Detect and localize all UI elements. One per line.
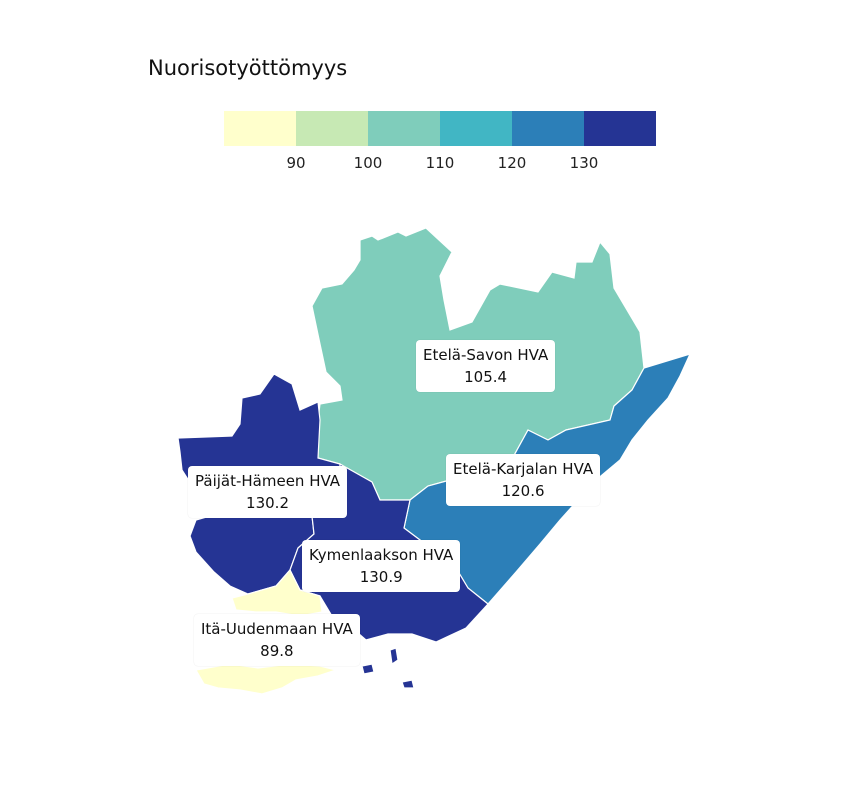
region-label-etela-savo: Etelä-Savon HVA 105.4 <box>416 340 556 392</box>
region-kymenlaakso-island <box>361 663 375 675</box>
region-value: 130.9 <box>359 568 403 586</box>
region-value: 130.2 <box>246 494 289 512</box>
legend-tick-label: 120 <box>497 154 527 172</box>
region-name: Itä-Uudenmaan HVA <box>201 620 353 638</box>
region-label-paijat-hame: Päijät-Hämeen HVA 130.2 <box>188 466 348 518</box>
region-value: 89.8 <box>260 642 294 660</box>
region-value: 105.4 <box>464 368 508 386</box>
legend-tick-label: 100 <box>353 154 383 172</box>
region-label-etela-karjala: Etelä-Karjalan HVA 120.6 <box>446 454 601 506</box>
region-name: Kymenlaakson HVA <box>309 546 454 564</box>
legend-tick-label: 90 <box>286 154 306 172</box>
legend-ticks: 90 100 110 120 130 <box>224 146 656 172</box>
region-ita-uusimaa-coast <box>195 663 339 695</box>
region-name: Etelä-Savon HVA <box>423 346 549 364</box>
color-legend: 90 100 110 120 130 <box>224 111 656 172</box>
legend-swatch <box>512 111 584 146</box>
legend-tick-label: 110 <box>425 154 455 172</box>
region-kymenlaakso-island <box>401 679 415 689</box>
region-kymenlaakso-island <box>389 647 399 666</box>
legend-swatch <box>368 111 440 146</box>
legend-color-bar <box>224 111 656 146</box>
legend-tick-label: 130 <box>569 154 599 172</box>
legend-swatch <box>224 111 296 146</box>
region-name: Päijät-Hämeen HVA <box>195 472 341 490</box>
legend-swatch <box>440 111 512 146</box>
legend-swatch <box>296 111 368 146</box>
region-label-kymenlaakso: Kymenlaakson HVA 130.9 <box>302 540 461 592</box>
region-name: Etelä-Karjalan HVA <box>453 460 594 478</box>
map-title: Nuorisotyöttömyys <box>148 56 348 80</box>
region-value: 120.6 <box>501 482 545 500</box>
region-ita-uusimaa[interactable] <box>231 568 323 617</box>
region-label-ita-uusimaa: Itä-Uudenmaan HVA 89.8 <box>194 614 360 666</box>
legend-swatch <box>584 111 656 146</box>
